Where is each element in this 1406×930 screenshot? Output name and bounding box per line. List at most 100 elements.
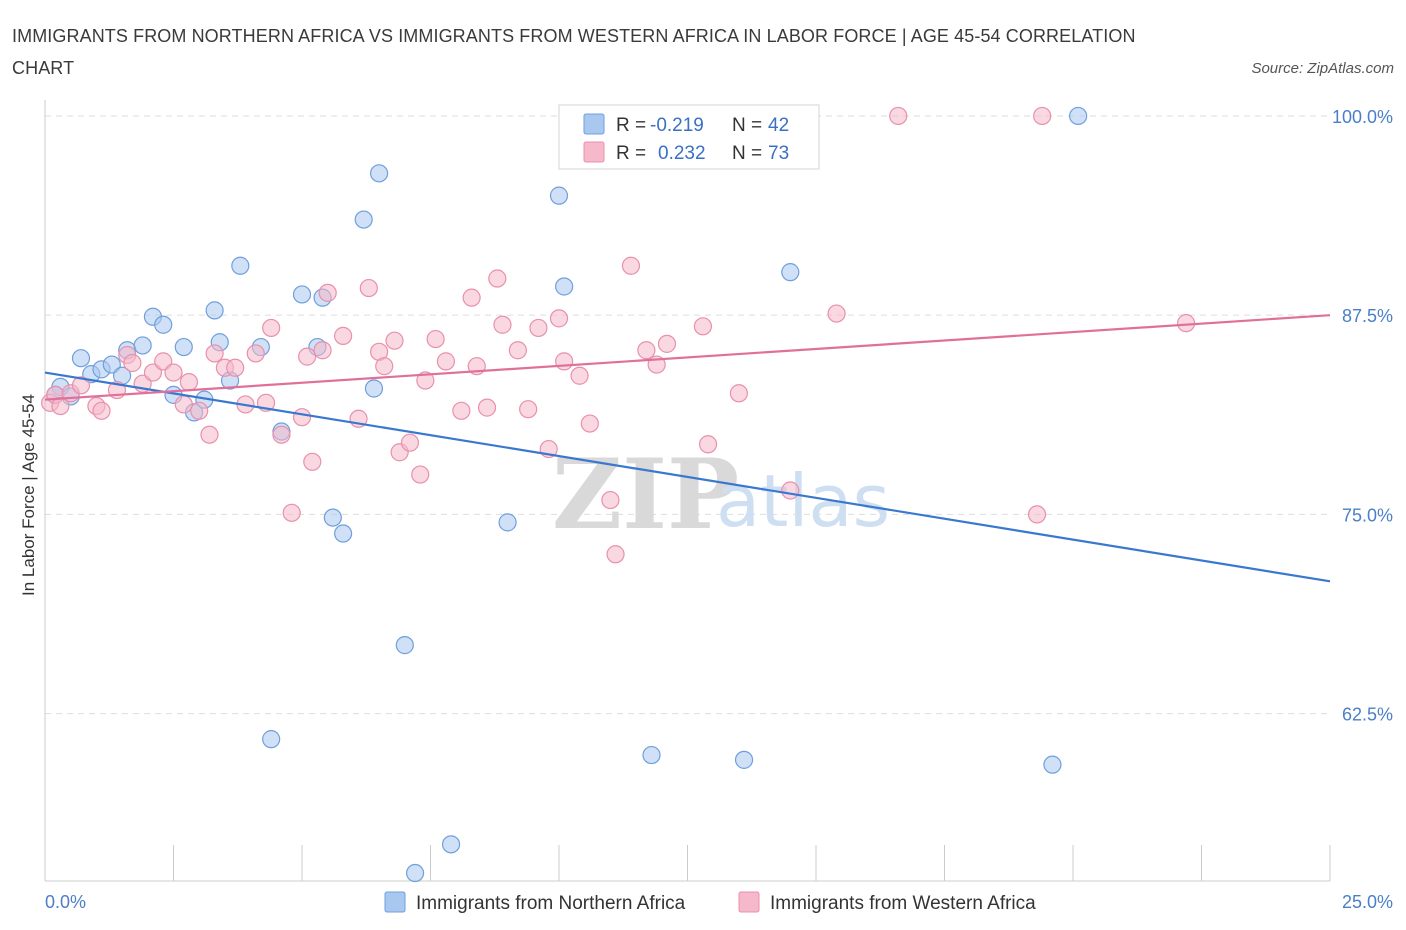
y-tick-label-1: 87.5% xyxy=(1342,306,1393,326)
bottom-legend-label-blue: Immigrants from Northern Africa xyxy=(416,893,686,914)
point-northern-26 xyxy=(334,524,353,543)
point-western-56 xyxy=(570,366,589,385)
axes xyxy=(44,100,1331,882)
point-western-57 xyxy=(580,414,599,433)
point-northern-37 xyxy=(781,263,800,282)
bottom-legend-label-pink: Immigrants from Western Africa xyxy=(770,893,1036,914)
point-western-13 xyxy=(164,363,183,382)
point-northern-32 xyxy=(498,513,517,532)
point-western-47 xyxy=(477,398,497,417)
point-western-52 xyxy=(529,318,548,338)
watermark-atlas: atlas xyxy=(716,459,890,543)
point-western-39 xyxy=(400,433,420,452)
point-western-27 xyxy=(292,408,312,427)
legend-swatch-pink xyxy=(583,141,605,163)
point-northern-35 xyxy=(642,745,661,765)
point-western-6 xyxy=(92,401,111,420)
point-western-37 xyxy=(385,331,404,350)
point-western-66 xyxy=(729,384,749,403)
point-western-22 xyxy=(246,344,265,363)
point-northern-38 xyxy=(1043,755,1062,774)
legend: R = -0.219 N = 42 R = 0.232 N = 73 xyxy=(558,104,820,170)
point-western-25 xyxy=(272,425,291,444)
point-northern-30 xyxy=(395,636,414,655)
point-western-28 xyxy=(298,347,317,366)
point-western-58 xyxy=(601,490,620,510)
point-western-55 xyxy=(555,352,574,371)
point-western-24 xyxy=(262,318,281,338)
point-western-16 xyxy=(190,401,209,420)
point-northern-41 xyxy=(405,863,425,883)
point-western-36 xyxy=(375,357,394,376)
point-western-51 xyxy=(519,400,538,419)
point-western-29 xyxy=(303,452,322,471)
point-northern-36 xyxy=(734,750,754,769)
point-northern-20 xyxy=(262,730,281,749)
point-western-67 xyxy=(781,481,800,500)
point-western-44 xyxy=(452,401,471,420)
point-western-15 xyxy=(179,373,199,392)
series-northern-africa xyxy=(46,106,1088,883)
point-northern-25 xyxy=(323,508,342,527)
point-western-63 xyxy=(657,334,677,353)
legend-r-label-blue: R = xyxy=(616,115,646,136)
point-western-18 xyxy=(205,344,224,363)
y-tick-label-2: 75.0% xyxy=(1342,505,1393,525)
point-western-70 xyxy=(1027,505,1047,524)
legend-n-value-blue: 42 xyxy=(768,115,789,136)
point-western-31 xyxy=(318,283,337,302)
point-western-40 xyxy=(411,465,430,484)
point-western-60 xyxy=(621,256,641,275)
point-northern-18 xyxy=(231,256,250,275)
legend-n-label-pink: N = xyxy=(732,143,762,164)
x-tick-label-0: 0.0% xyxy=(45,892,86,912)
point-western-26 xyxy=(282,503,301,522)
point-northern-29 xyxy=(370,164,389,183)
trend-line-western xyxy=(44,314,1331,401)
trend-line-northern xyxy=(44,371,1331,583)
point-western-17 xyxy=(200,425,219,444)
point-northern-34 xyxy=(555,277,574,296)
watermark-zip: ZIP xyxy=(552,438,739,551)
point-western-69 xyxy=(889,106,908,126)
point-northern-27 xyxy=(354,210,373,229)
y-tick-label-3: 62.5% xyxy=(1342,705,1393,725)
point-western-59 xyxy=(606,545,625,564)
legend-r-value-blue: -0.219 xyxy=(650,115,704,136)
point-northern-10 xyxy=(154,315,173,334)
point-western-42 xyxy=(426,329,445,349)
point-northern-28 xyxy=(364,379,384,398)
point-western-4 xyxy=(71,376,91,395)
series-western-africa xyxy=(41,106,1196,564)
point-northern-5 xyxy=(102,355,121,374)
tick-labels: 100.0% 87.5% 75.0% 62.5% 0.0% 25.0% xyxy=(45,107,1393,912)
point-western-64 xyxy=(693,317,713,336)
point-western-45 xyxy=(462,288,481,307)
legend-n-value-pink: 73 xyxy=(768,143,789,164)
point-western-49 xyxy=(493,315,512,334)
point-western-34 xyxy=(359,278,378,298)
legend-r-value-pink: 0.232 xyxy=(658,143,706,164)
bottom-legend-swatch-blue xyxy=(384,891,406,913)
chart-source: Source: ZipAtlas.com xyxy=(1251,60,1394,77)
bottom-legend-swatch-pink xyxy=(738,891,760,913)
point-western-14 xyxy=(174,395,193,414)
y-tick-label-0: 100.0% xyxy=(1332,107,1393,127)
point-northern-22 xyxy=(292,285,312,304)
point-western-20 xyxy=(226,358,245,377)
point-northern-8 xyxy=(133,336,152,355)
point-western-61 xyxy=(637,341,656,360)
point-western-50 xyxy=(508,341,527,360)
bottom-legend: Immigrants from Northern Africa Immigran… xyxy=(384,891,1036,914)
grid-lines xyxy=(45,115,1330,715)
y-axis-label: In Labor Force | Age 45-54 xyxy=(19,394,38,596)
point-western-43 xyxy=(436,352,456,371)
point-western-54 xyxy=(549,309,569,328)
point-western-41 xyxy=(416,371,435,390)
point-western-48 xyxy=(488,269,507,288)
point-northern-15 xyxy=(205,301,224,320)
watermark: ZIP atlas xyxy=(552,438,890,551)
point-western-12 xyxy=(154,352,173,371)
x-tick-label-1: 25.0% xyxy=(1342,892,1393,912)
